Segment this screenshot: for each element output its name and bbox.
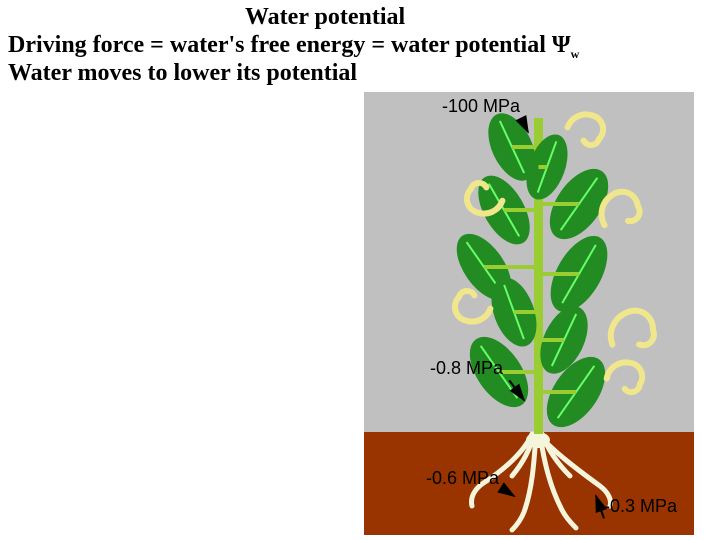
value-label-1: -0.8 MPa (430, 358, 504, 378)
page-title: Water potential (245, 4, 405, 31)
statement-line: Water moves to lower its potential (8, 60, 357, 87)
root-crown (526, 432, 550, 448)
equation-line: Driving force = water's free energy = wa… (8, 32, 579, 62)
plant-svg: -100 MPa -0.8 MPa -0.6 MPa -0.3 MPa (364, 92, 694, 535)
value-label-2: -0.6 MPa (426, 468, 500, 488)
equation-text: Driving force = water's free energy = wa… (8, 32, 552, 58)
plant-diagram: -100 MPa -0.8 MPa -0.6 MPa -0.3 MPa (364, 92, 694, 535)
value-label-0: -100 MPa (442, 96, 521, 116)
value-label-3: -0.3 MPa (604, 496, 678, 516)
psi-symbol: Ψ (552, 32, 571, 58)
psi-subscript: w (571, 47, 580, 61)
